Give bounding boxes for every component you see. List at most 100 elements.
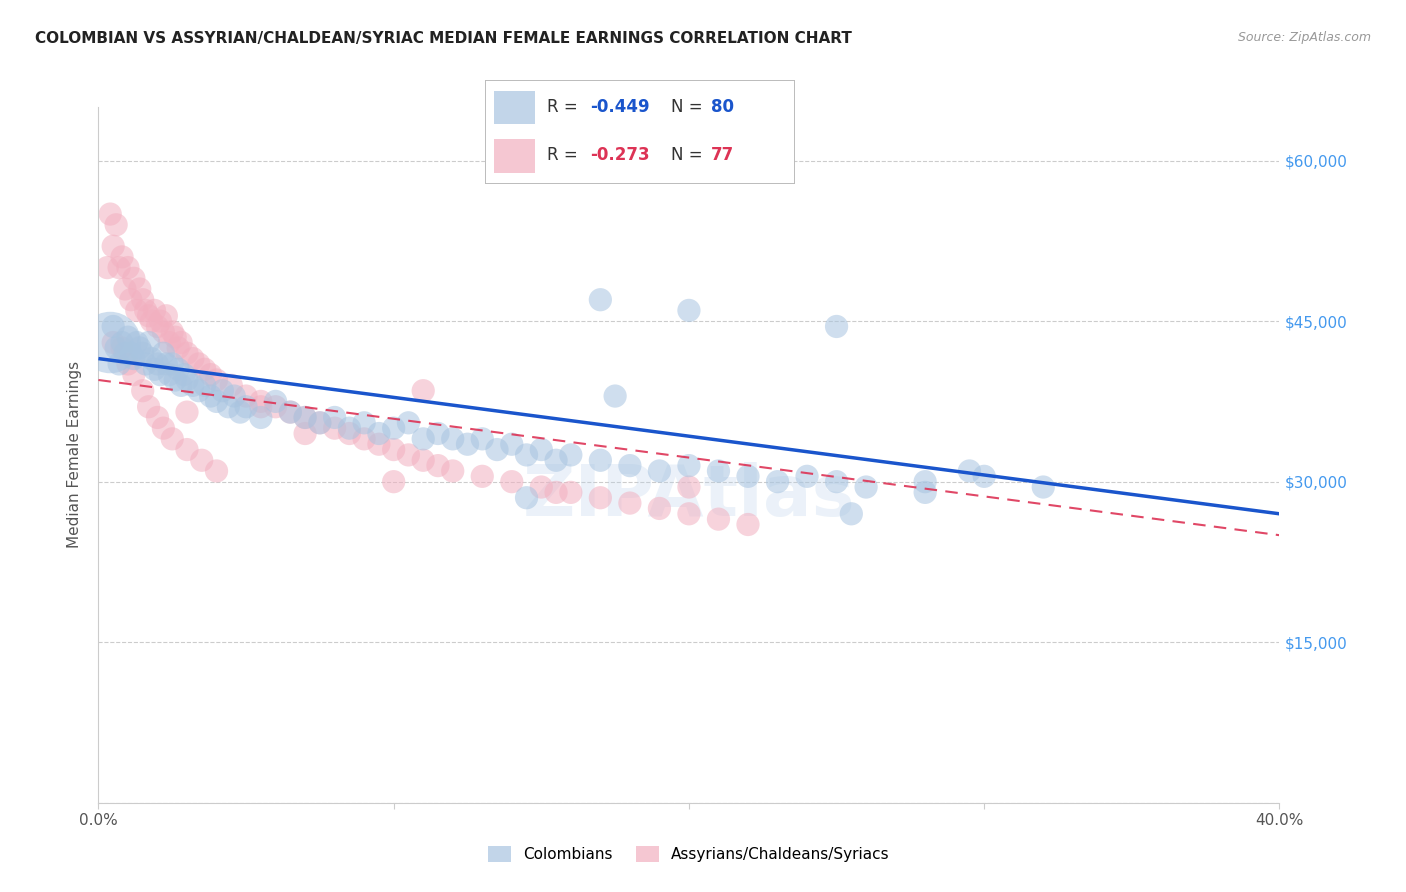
Point xyxy=(309,416,332,430)
Point xyxy=(176,405,198,419)
Point xyxy=(167,341,190,355)
Point xyxy=(589,293,612,307)
Point xyxy=(176,442,198,457)
Text: 80: 80 xyxy=(711,98,734,117)
Point xyxy=(973,469,995,483)
Point xyxy=(368,437,391,451)
Point xyxy=(250,394,273,409)
Point xyxy=(117,357,139,371)
Point xyxy=(138,309,160,323)
Point xyxy=(914,475,936,489)
Point xyxy=(205,394,228,409)
Point xyxy=(128,282,150,296)
Point xyxy=(194,378,217,392)
Point xyxy=(796,469,818,483)
Point xyxy=(125,303,148,318)
Point xyxy=(427,458,450,473)
Point xyxy=(98,207,121,221)
Point xyxy=(205,373,228,387)
Point xyxy=(120,293,142,307)
Point xyxy=(128,341,150,355)
Point xyxy=(456,437,478,451)
Point xyxy=(250,400,273,414)
Point xyxy=(589,491,612,505)
Point xyxy=(165,330,187,344)
Y-axis label: Median Female Earnings: Median Female Earnings xyxy=(67,361,83,549)
Point xyxy=(162,357,183,371)
Point xyxy=(120,346,142,360)
Point xyxy=(353,416,375,430)
Text: N =: N = xyxy=(671,145,707,163)
Text: 77: 77 xyxy=(711,145,734,163)
Point xyxy=(501,437,523,451)
Point xyxy=(191,453,214,467)
Text: ZIPAtlas: ZIPAtlas xyxy=(523,462,855,531)
Point xyxy=(441,432,464,446)
Point xyxy=(841,507,863,521)
Point xyxy=(105,218,128,232)
Point xyxy=(278,405,302,419)
Point xyxy=(707,464,730,478)
Point xyxy=(560,485,582,500)
Point xyxy=(339,421,360,435)
Point xyxy=(135,303,157,318)
Point xyxy=(441,464,464,478)
Point xyxy=(294,410,316,425)
Point xyxy=(560,448,582,462)
Point xyxy=(135,357,157,371)
Point xyxy=(412,453,434,467)
Point xyxy=(132,293,155,307)
Point xyxy=(181,378,204,392)
Point xyxy=(157,335,180,350)
Point xyxy=(382,421,405,435)
Point xyxy=(278,405,302,419)
Point xyxy=(530,442,553,457)
Point xyxy=(200,389,222,403)
Text: -0.273: -0.273 xyxy=(591,145,650,163)
Point xyxy=(707,512,730,526)
Point xyxy=(114,346,136,360)
Point xyxy=(353,432,375,446)
Point xyxy=(162,325,183,339)
Point xyxy=(170,378,193,392)
Point xyxy=(294,426,316,441)
Point xyxy=(589,453,612,467)
Point xyxy=(766,475,789,489)
Point xyxy=(229,405,252,419)
Bar xyxy=(495,139,534,173)
Point xyxy=(546,485,568,500)
Point xyxy=(138,400,160,414)
Point xyxy=(138,335,160,350)
Point xyxy=(619,458,641,473)
Text: R =: R = xyxy=(547,98,583,117)
Point xyxy=(149,368,172,382)
Point xyxy=(678,303,700,318)
Point xyxy=(250,410,273,425)
Point xyxy=(176,346,198,360)
Point xyxy=(294,410,316,425)
Point xyxy=(678,458,700,473)
Point xyxy=(181,351,204,366)
Point xyxy=(146,410,169,425)
Point xyxy=(152,421,174,435)
Point xyxy=(98,335,121,350)
Point xyxy=(125,335,148,350)
Point xyxy=(155,357,177,371)
Point xyxy=(323,410,346,425)
Point xyxy=(264,394,287,409)
Point xyxy=(396,448,419,462)
Point xyxy=(200,368,222,382)
Point xyxy=(103,239,125,253)
Point xyxy=(219,378,242,392)
Point xyxy=(914,485,936,500)
Point xyxy=(235,400,257,414)
Point xyxy=(141,351,163,366)
Point xyxy=(501,475,523,489)
Point xyxy=(143,303,166,318)
Point xyxy=(114,282,136,296)
Point xyxy=(825,319,848,334)
Point xyxy=(117,260,139,275)
Point xyxy=(165,373,187,387)
Point xyxy=(103,319,125,334)
Point xyxy=(205,464,228,478)
